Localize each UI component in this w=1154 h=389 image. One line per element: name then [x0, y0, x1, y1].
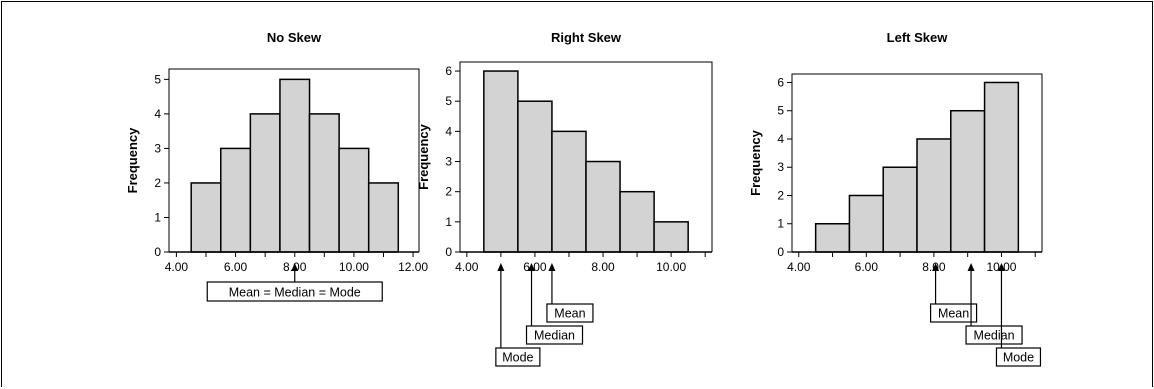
plot-frame	[459, 61, 713, 252]
histogram-bar	[551, 130, 587, 253]
y-tick-label: 0	[445, 245, 452, 259]
histogram-bar	[190, 182, 222, 253]
annotation-box	[965, 325, 1023, 345]
histogram-bar	[983, 81, 1020, 253]
y-tick-label: 4	[777, 132, 784, 146]
annotation-label: Median	[534, 329, 575, 343]
plot-frame	[168, 68, 420, 252]
histogram-bar	[916, 138, 952, 253]
y-tick-label: 3	[154, 141, 161, 155]
y-tick-label: 3	[445, 155, 452, 169]
annotation-label: Mean = Median = Mode	[229, 286, 361, 300]
y-tick-label: 5	[777, 104, 784, 118]
x-tick-label: 10.00	[656, 260, 686, 274]
histogram-bar	[882, 166, 918, 253]
annotation-arrowhead	[528, 263, 536, 271]
annotation-arrowhead	[997, 263, 1005, 271]
annotation-arrowhead	[932, 263, 940, 271]
annotation-box	[206, 281, 383, 302]
y-tick-label: 5	[154, 72, 161, 86]
x-tick-label: 6.00	[523, 260, 547, 274]
panel-1: No SkewFrequency0123454.006.008.0010.001…	[125, 30, 428, 302]
histogram-bar	[220, 147, 252, 253]
annotation-arrowhead	[497, 263, 505, 271]
histogram-bar	[814, 222, 851, 253]
annotation-box	[525, 325, 584, 345]
histogram-bar	[848, 194, 884, 253]
annotation-label: Mean	[554, 307, 585, 321]
x-tick-label: 6.00	[224, 260, 248, 274]
histogram-bar	[279, 78, 311, 253]
annotation-arrowhead	[548, 263, 556, 271]
histogram-bar	[619, 190, 655, 253]
panel-title: Right Skew	[551, 30, 622, 45]
y-tick-label: 1	[445, 215, 452, 229]
y-tick-label: 4	[445, 124, 452, 138]
panel-title: No Skew	[267, 30, 322, 45]
y-tick-label: 6	[445, 64, 452, 78]
x-tick-label: 8.00	[591, 260, 615, 274]
y-tick-label: 2	[154, 176, 161, 190]
x-tick-label: 6.00	[855, 260, 879, 274]
histogram-bar	[338, 147, 370, 253]
plot-frame	[791, 73, 1043, 252]
annotation-label: Mode	[502, 351, 533, 365]
annotation-arrowhead	[291, 263, 299, 271]
annotation-box	[495, 347, 541, 367]
y-tick-label: 2	[777, 188, 784, 202]
panel-title: Left Skew	[887, 30, 949, 45]
histogram-bar	[249, 113, 281, 253]
y-tick-label: 6	[777, 75, 784, 89]
y-axis-label: Frequency	[125, 127, 140, 194]
annotation-box	[546, 303, 594, 323]
y-axis-label: Frequency	[748, 129, 763, 196]
x-tick-label: 4.00	[787, 260, 811, 274]
x-tick-label: 4.00	[455, 260, 479, 274]
y-tick-label: 2	[445, 185, 452, 199]
histogram-bar	[653, 221, 689, 253]
x-tick-label: 4.00	[165, 260, 189, 274]
annotation-label: Mode	[1003, 351, 1034, 365]
y-tick-label: 1	[777, 217, 784, 231]
annotation-arrowhead	[967, 263, 975, 271]
annotation-label: Median	[974, 329, 1015, 343]
panel-2: Right Skew Frequency 0 1 2 3 4 5 6 4.00 6.00 8.00 10…	[416, 30, 713, 367]
histogram-bar	[308, 113, 340, 253]
panel-3: Left SkewFrequency01234564.006.008.0010.…	[748, 30, 1043, 367]
x-tick-label: 12.00	[398, 260, 428, 274]
y-tick-label: 5	[445, 94, 452, 108]
histogram-bar	[517, 100, 553, 253]
histogram-bar	[585, 160, 621, 253]
x-tick-label: 10.00	[339, 260, 369, 274]
annotation-box	[929, 303, 978, 323]
histogram-bar	[950, 109, 986, 253]
y-tick-label: 0	[154, 245, 161, 259]
annotation-box	[995, 347, 1042, 367]
y-tick-label: 1	[154, 210, 161, 224]
histogram-bar	[483, 70, 519, 253]
y-tick-label: 3	[777, 160, 784, 174]
annotation-label: Mean	[938, 307, 969, 321]
y-axis-label: Frequency	[416, 123, 431, 190]
y-tick-label: 4	[154, 107, 161, 121]
histogram-bar	[367, 182, 400, 253]
y-tick-label: 0	[777, 245, 784, 259]
